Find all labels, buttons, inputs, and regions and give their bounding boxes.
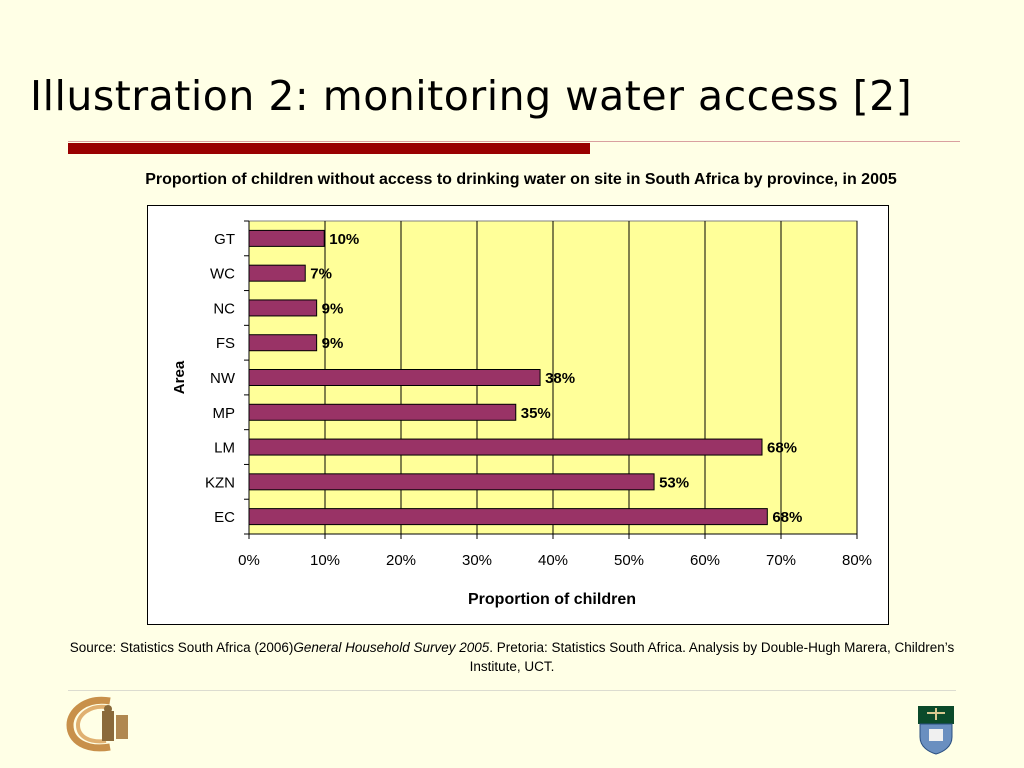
data-label: 7% [310,266,332,283]
data-label: 53% [659,474,689,491]
title-underline [68,141,960,142]
source-title: General Household Survey 2005 [293,640,490,655]
source-suffix: . Pretoria: Statistics South Africa. Ana… [469,640,955,674]
data-label: 68% [767,440,797,457]
y-tick-label: FS [216,335,235,352]
x-tick-label: 60% [690,552,720,569]
title-accent-bar [68,143,590,154]
bar-kzn [248,473,655,491]
x-tick-label: 0% [238,552,260,569]
uct-crest-logo [917,705,955,760]
bar-lm [248,438,763,456]
childrens-institute-logo [66,695,132,758]
x-tick-label: 20% [386,552,416,569]
chart-frame: 0% 10% 20% 30% 40% 50% 60% 70% 80% 10% GT 7% WC 9% NC 9… [147,205,889,625]
data-label: 35% [521,405,551,422]
bar-nw [248,369,541,386]
y-tick-label: WC [210,266,235,283]
y-tick-label: GT [214,231,235,248]
bar-wc [248,264,306,282]
x-axis-title: Proportion of children [468,591,636,608]
bar-ec [248,508,768,526]
data-label: 68% [772,509,802,526]
source-prefix: Source: Statistics South Africa (2006) [69,640,294,655]
source-citation: Source: Statistics South Africa (2006)Ge… [60,638,964,676]
y-tick-label: NC [213,300,235,317]
bar-nc [248,299,318,317]
bar-fs [248,334,318,352]
bar-mp [248,403,517,421]
x-tick-label: 80% [842,552,872,569]
x-tick-label: 10% [310,552,340,569]
bar-gt [248,229,325,247]
y-tick-label: MP [213,405,236,422]
y-tick-label: NW [210,370,236,387]
x-tick-label: 50% [614,552,644,569]
y-axis-title: Area [171,360,188,394]
y-tick-label: EC [214,509,235,526]
y-tick-label: KZN [205,474,235,491]
x-tick-label: 70% [766,552,796,569]
data-label: 9% [322,300,344,317]
x-tick-label: 40% [538,552,568,569]
data-label: 9% [322,335,344,352]
chart-title: Proportion of children without access to… [145,171,897,188]
x-tick-label: 30% [462,552,492,569]
data-label: 38% [545,370,575,387]
bar-chart: 0% 10% 20% 30% 40% 50% 60% 70% 80% 10% GT 7% WC 9% NC 9… [171,220,872,608]
footer-divider [68,690,956,691]
slide-title: Illustration 2: monitoring water access … [30,72,913,120]
data-label: 10% [329,231,359,248]
y-tick-label: LM [214,440,235,457]
